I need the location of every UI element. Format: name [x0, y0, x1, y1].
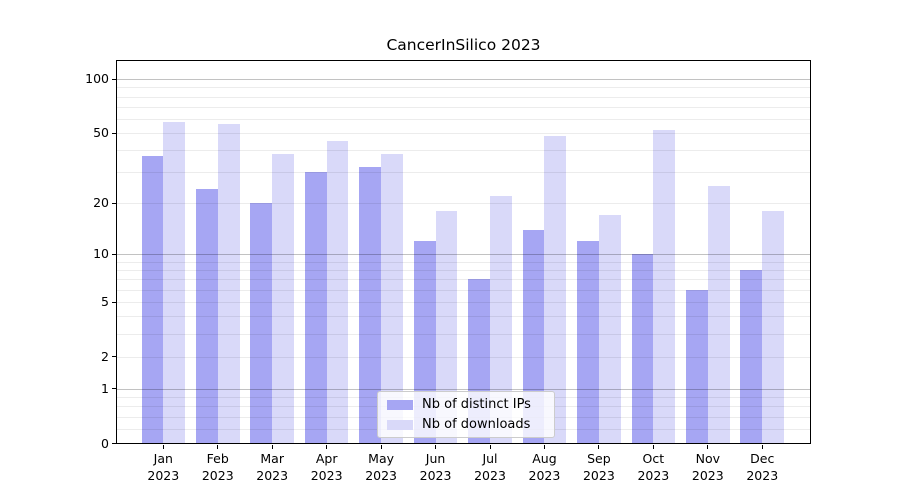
- x-tick-mark-feb: [217, 444, 219, 449]
- x-tick-label-sep: Sep 2023: [582, 451, 615, 483]
- y-tick-mark-1: [112, 388, 116, 390]
- plot-area: [116, 60, 811, 444]
- y-tick-label-0: 0: [101, 435, 109, 451]
- y-tick-label-1: 1: [101, 380, 109, 396]
- bar-ips-sep: [577, 241, 599, 444]
- bar-downloads-jun: [435, 211, 458, 444]
- x-tick-label-jul: Jul 2023: [474, 451, 506, 483]
- bar-ips-may: [359, 167, 382, 444]
- bar-ips-jan: [141, 156, 164, 444]
- y-tick-label-2: 2: [101, 348, 109, 364]
- x-tick-mark-jun: [435, 444, 437, 449]
- x-tick-label-aug: Aug 2023: [528, 451, 561, 483]
- bar-downloads-feb: [217, 124, 240, 444]
- legend-swatch-distinct-ips: [387, 399, 413, 410]
- bar-downloads-may: [381, 154, 403, 444]
- bar-downloads-oct: [653, 130, 676, 444]
- y-tick-label-5: 5: [101, 294, 109, 310]
- bar-ips-dec: [740, 270, 763, 444]
- x-tick-mark-mar: [271, 444, 273, 449]
- x-tick-label-jun: Jun 2023: [419, 451, 452, 483]
- gridline-y-70: [116, 106, 811, 108]
- legend: Nb of distinct IPs Nb of downloads: [377, 391, 555, 438]
- x-tick-label-mar: Mar 2023: [256, 451, 289, 483]
- gridline-y-80: [116, 96, 811, 98]
- x-tick-label-dec: Dec 2023: [746, 451, 779, 483]
- y-tick-label-10: 10: [93, 246, 109, 262]
- bar-downloads-mar: [272, 154, 294, 444]
- bar-downloads-aug: [544, 136, 567, 444]
- legend-item-distinct-ips: Nb of distinct IPs: [378, 396, 554, 413]
- y-tick-mark-2: [112, 356, 116, 358]
- y-tick-mark-50: [112, 132, 116, 134]
- bar-ips-feb: [195, 189, 218, 444]
- bar-ips-nov: [686, 289, 708, 444]
- y-tick-label-100: 100: [85, 71, 109, 87]
- x-tick-mark-jul: [489, 444, 491, 449]
- legend-swatch-downloads: [387, 419, 413, 430]
- legend-label-distinct-ips: Nb of distinct IPs: [422, 397, 531, 412]
- bar-downloads-jul: [490, 195, 512, 444]
- bar-ips-oct: [631, 254, 654, 444]
- x-tick-mark-nov: [707, 444, 709, 449]
- x-tick-mark-oct: [652, 444, 654, 449]
- bar-downloads-sep: [598, 215, 621, 444]
- bar-downloads-dec: [762, 211, 785, 444]
- x-tick-label-jan: Jan 2023: [147, 451, 180, 483]
- x-tick-mark-sep: [598, 444, 600, 449]
- gridline-y-90: [116, 87, 811, 89]
- legend-item-downloads: Nb of downloads: [378, 416, 554, 433]
- x-tick-mark-jan: [162, 444, 164, 449]
- gridline-y-100: [116, 79, 811, 81]
- legend-label-downloads: Nb of downloads: [422, 417, 531, 432]
- y-tick-mark-100: [112, 78, 116, 80]
- x-tick-label-nov: Nov 2023: [691, 451, 724, 483]
- gridline-y-60: [116, 118, 811, 120]
- x-tick-mark-dec: [761, 444, 763, 449]
- bar-downloads-apr: [326, 141, 349, 444]
- y-tick-mark-0: [112, 443, 116, 444]
- chart-title: CancerInSilico 2023: [386, 36, 541, 54]
- x-tick-mark-aug: [543, 444, 545, 449]
- x-tick-label-feb: Feb 2023: [201, 451, 234, 483]
- bar-ips-apr: [304, 172, 327, 444]
- y-tick-label-50: 50: [93, 125, 109, 141]
- x-tick-label-may: May 2023: [365, 451, 397, 483]
- bar-ips-mar: [250, 203, 273, 444]
- y-tick-label-20: 20: [93, 195, 109, 211]
- x-tick-label-oct: Oct 2023: [637, 451, 670, 483]
- y-tick-mark-20: [112, 202, 116, 204]
- y-tick-mark-10: [112, 253, 116, 255]
- bar-downloads-nov: [707, 186, 730, 444]
- bar-ips-aug: [522, 229, 545, 444]
- y-tick-mark-5: [112, 301, 116, 303]
- bar-downloads-jan: [163, 121, 186, 444]
- x-tick-label-apr: Apr 2023: [310, 451, 343, 483]
- x-tick-mark-may: [380, 444, 382, 449]
- x-tick-mark-apr: [326, 444, 328, 449]
